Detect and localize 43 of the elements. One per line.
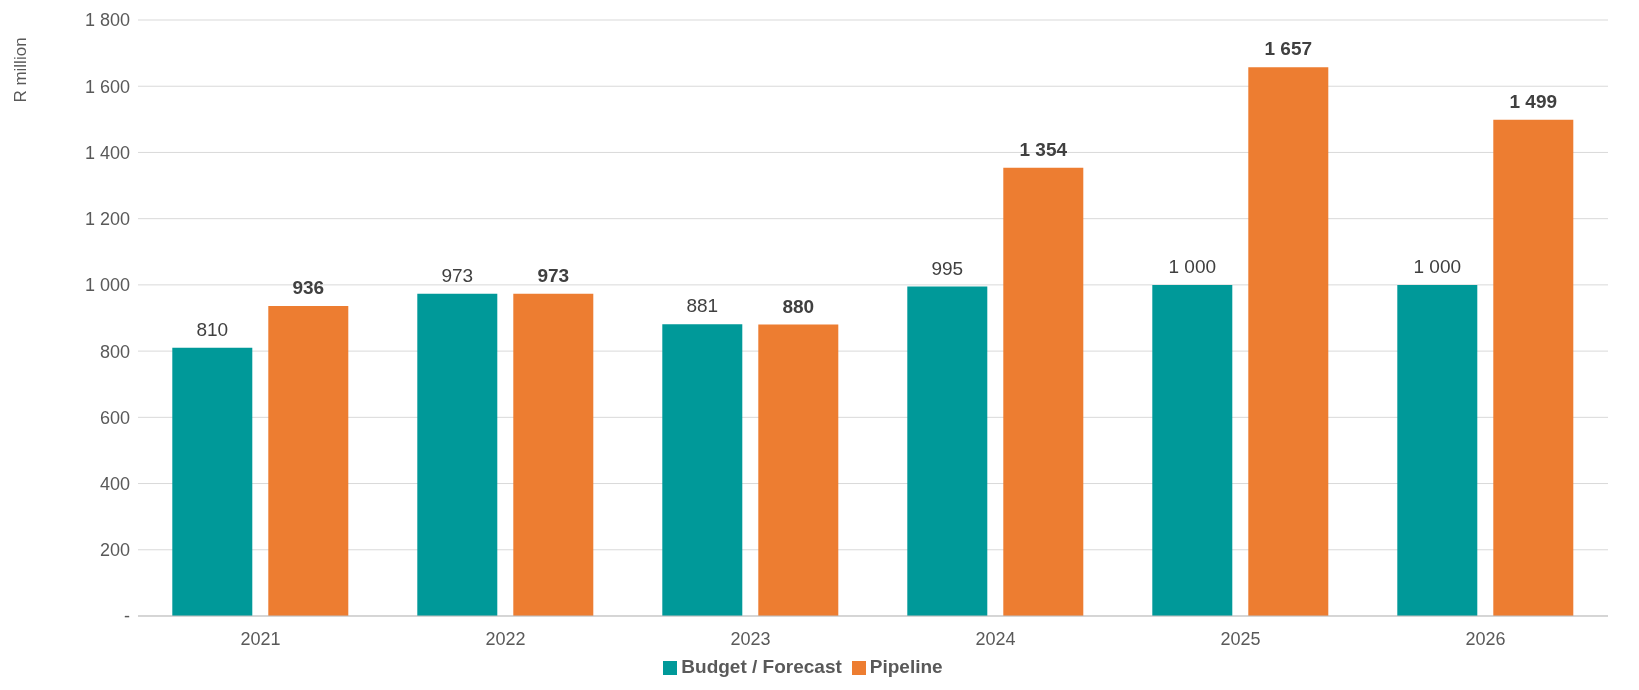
data-label: 881	[686, 295, 719, 317]
data-label: 1 657	[1264, 38, 1313, 60]
bar	[1152, 284, 1233, 616]
bar	[1493, 119, 1574, 616]
y-tick-label: 800	[99, 341, 130, 362]
bar	[1397, 284, 1478, 616]
data-label: 995	[931, 257, 964, 279]
data-label: 880	[782, 295, 815, 317]
x-tick-label: 2024	[975, 628, 1016, 649]
x-tick-label: 2025	[1220, 628, 1261, 649]
data-label: 810	[196, 318, 229, 340]
y-tick-label: -	[124, 606, 130, 627]
y-tick-label: 1 400	[84, 142, 130, 163]
bar	[1248, 67, 1329, 616]
y-tick-label: 1 200	[84, 209, 130, 230]
y-tick-label: 200	[99, 540, 130, 561]
data-label: 1 000	[1413, 255, 1462, 277]
bar	[513, 293, 594, 616]
x-tick-label: 2022	[485, 628, 526, 649]
y-tick-label: 1 800	[84, 10, 130, 31]
bar	[1003, 167, 1084, 616]
data-label: 1 354	[1019, 138, 1068, 160]
y-tick-label: 1 600	[84, 76, 130, 97]
x-tick-label: 2021	[240, 628, 281, 649]
data-label: 973	[441, 264, 474, 286]
bar	[758, 324, 839, 616]
data-label: 973	[537, 264, 570, 286]
data-label: 1 499	[1509, 90, 1558, 112]
y-tick-label: 600	[99, 407, 130, 428]
bar	[417, 293, 498, 616]
legend-label: Pipeline	[869, 656, 943, 677]
legend-label: Budget / Forecast	[681, 656, 842, 677]
data-label: 1 000	[1168, 255, 1217, 277]
y-axis-title: R million	[11, 37, 30, 103]
y-tick-label: 400	[99, 473, 130, 494]
data-label: 936	[292, 277, 325, 299]
bar	[662, 324, 743, 616]
bar	[268, 306, 349, 616]
bar	[907, 286, 988, 616]
x-tick-label: 2023	[730, 628, 771, 649]
x-tick-label: 2026	[1465, 628, 1506, 649]
y-tick-label: 1 000	[84, 275, 130, 296]
bar	[172, 347, 253, 616]
